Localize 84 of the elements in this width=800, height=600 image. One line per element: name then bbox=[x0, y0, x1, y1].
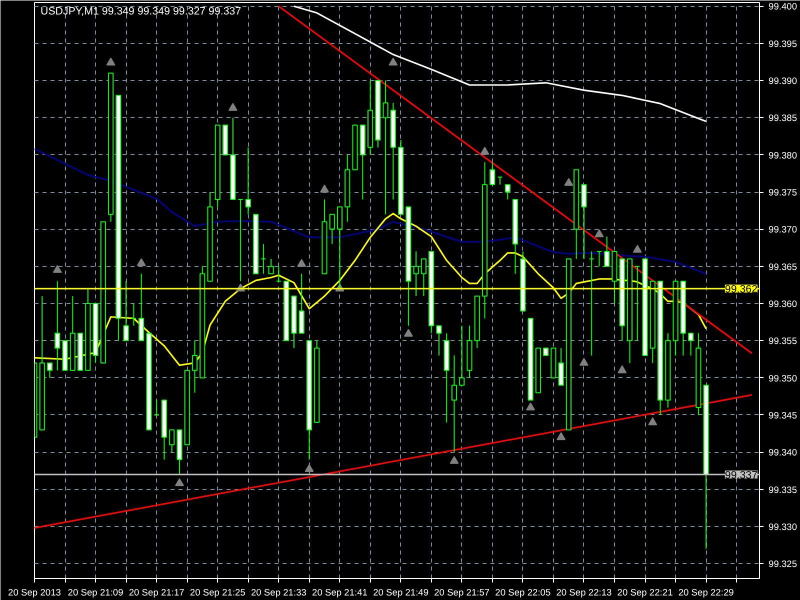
ref-line-label: 99.337 bbox=[724, 469, 758, 482]
y-tick-label: 99.375 bbox=[768, 188, 798, 198]
point bbox=[579, 358, 588, 366]
x-tick-label: 20 Sep 21:09 bbox=[68, 588, 124, 598]
candlestick bbox=[604, 236, 610, 267]
point bbox=[52, 264, 62, 273]
x-tick-label: 20 Sep 21:57 bbox=[434, 588, 490, 598]
candlestick bbox=[245, 146, 251, 215]
x-tick-label: 20 Sep 2013 bbox=[8, 588, 61, 598]
point bbox=[320, 184, 329, 193]
line-series bbox=[293, 5, 707, 122]
line-series bbox=[34, 148, 707, 275]
point bbox=[526, 402, 536, 410]
x-tick-label: 20 Sep 22:13 bbox=[556, 588, 612, 598]
candlestick bbox=[497, 176, 503, 186]
candlestick bbox=[260, 244, 266, 274]
x-tick-label: 20 Sep 21:41 bbox=[312, 588, 368, 598]
candlestick bbox=[420, 258, 426, 297]
point bbox=[297, 258, 306, 267]
candlestick bbox=[436, 325, 442, 356]
point bbox=[106, 58, 116, 66]
y-tick-label: 99.325 bbox=[768, 559, 798, 570]
y-tick-label: 99.395 bbox=[768, 38, 798, 49]
candlestick bbox=[123, 280, 129, 342]
candlestick bbox=[504, 184, 510, 200]
y-tick-label: 99.385 bbox=[768, 113, 798, 124]
x-tick-label: 20 Sep 21:17 bbox=[128, 588, 184, 598]
y-tick-label: 99.340 bbox=[768, 448, 798, 458]
candlestick bbox=[490, 162, 496, 186]
y-tick-label: 99.345 bbox=[768, 410, 798, 420]
candlestick bbox=[138, 273, 144, 342]
candlestick bbox=[329, 214, 335, 245]
candlestick bbox=[268, 258, 274, 274]
y-tick-label: 99.330 bbox=[768, 522, 798, 532]
point bbox=[480, 146, 490, 155]
candlestick bbox=[581, 184, 587, 260]
x-tick-label: 20 Sep 21:49 bbox=[373, 588, 429, 598]
point bbox=[304, 464, 314, 472]
candlestick bbox=[192, 340, 198, 394]
point bbox=[175, 478, 184, 486]
y-tick-label: 99.350 bbox=[768, 373, 798, 384]
candlestick bbox=[596, 250, 602, 267]
point bbox=[136, 258, 146, 266]
candlestick bbox=[382, 80, 388, 215]
point bbox=[564, 178, 574, 186]
y-tick-label: 99.355 bbox=[768, 336, 798, 346]
candlestick bbox=[169, 429, 175, 453]
point bbox=[632, 244, 642, 253]
x-tick-label: 20 Sep 22:29 bbox=[678, 588, 734, 598]
point bbox=[450, 456, 459, 464]
point bbox=[648, 417, 658, 426]
point bbox=[388, 58, 398, 66]
y-tick-label: 99.400 bbox=[768, 2, 798, 12]
point bbox=[594, 229, 604, 238]
y-tick-label: 99.365 bbox=[768, 262, 798, 272]
y-tick-label: 99.380 bbox=[768, 150, 798, 160]
point bbox=[618, 365, 627, 374]
candlestick bbox=[276, 266, 282, 282]
x-tick-label: 20 Sep 21:33 bbox=[250, 588, 306, 598]
chart-title: USDJPY,M1 99.349 99.349 99.327 99.337 bbox=[40, 6, 242, 18]
x-tick-label: 20 Sep 22:21 bbox=[617, 588, 673, 598]
candlestick bbox=[451, 355, 458, 453]
candlestick bbox=[298, 273, 304, 334]
candlestick bbox=[46, 362, 53, 378]
point bbox=[228, 102, 238, 111]
candlestick bbox=[238, 198, 244, 282]
x-tick-label: 20 Sep 22:05 bbox=[495, 588, 551, 598]
point bbox=[404, 328, 413, 337]
candlestick bbox=[413, 250, 419, 297]
y-tick-label: 99.335 bbox=[768, 484, 798, 495]
y-tick-label: 99.370 bbox=[768, 224, 798, 235]
y-tick-label: 99.360 bbox=[768, 299, 798, 310]
candlestick bbox=[130, 303, 136, 326]
y-tick-label: 99.390 bbox=[768, 76, 798, 86]
candlestick bbox=[336, 206, 343, 290]
candlestick bbox=[588, 250, 594, 356]
candlestick bbox=[558, 348, 564, 386]
candlestick bbox=[688, 332, 694, 356]
candlestick bbox=[54, 280, 60, 371]
candlestick bbox=[459, 325, 465, 386]
candlestick bbox=[154, 400, 160, 416]
candlestick bbox=[634, 266, 640, 342]
point bbox=[556, 432, 566, 440]
x-tick-label: 20 Sep 21:25 bbox=[190, 588, 246, 598]
